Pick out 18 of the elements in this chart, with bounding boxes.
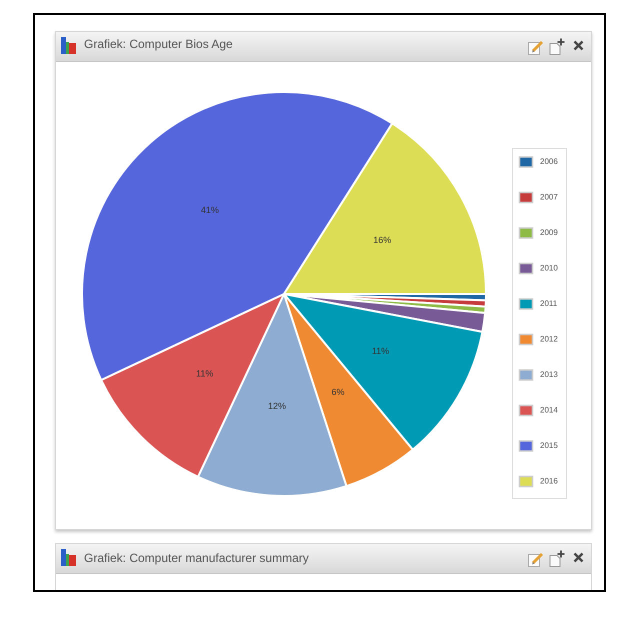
text: Grafiek: Computer manufacturer summary (84, 551, 309, 565)
data-label: 41% (200, 204, 219, 215)
legend-label: 2012 (540, 334, 558, 344)
legend-label: 2009 (540, 228, 558, 237)
legend-label: 2010 (540, 264, 558, 272)
legend-label: 2006 (540, 157, 558, 166)
data-label: 6% (332, 387, 345, 398)
data-label: 16% (373, 234, 392, 245)
legend-label: 2016 (540, 476, 558, 486)
chart-title: Grafiek: Computer Bios Age (84, 37, 234, 51)
legend-label: 2007 (540, 192, 558, 202)
legend-label: 2011 (540, 299, 558, 308)
legend-label: 2013 (540, 370, 558, 379)
legend-label: 2015 (540, 441, 558, 450)
legend-label: 2014 (540, 406, 558, 414)
data-label: 11% (372, 346, 390, 356)
data-label: 11% (196, 368, 214, 378)
data-label: 12% (268, 400, 286, 411)
